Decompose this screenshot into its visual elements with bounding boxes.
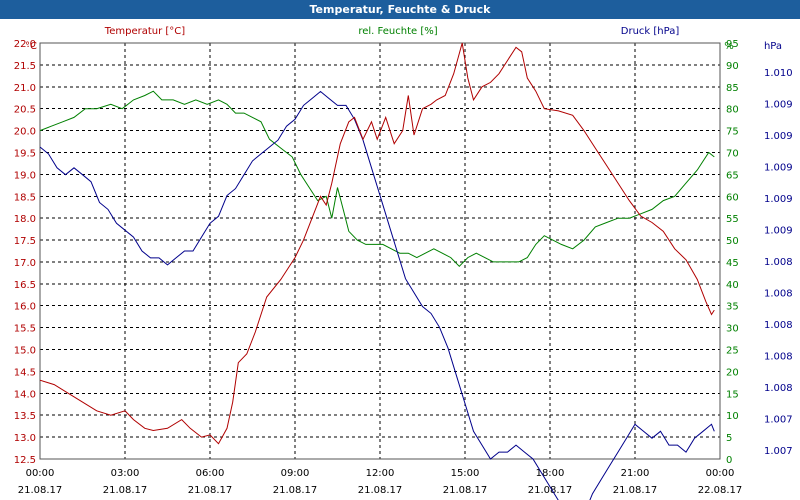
temperature-axis-unit: °C xyxy=(25,41,37,52)
pressure-tick-label: 1.007 xyxy=(764,446,793,457)
temperature-tick-label: 13.5 xyxy=(14,411,36,422)
temperature-tick-label: 20.5 xyxy=(14,105,36,116)
pressure-axis-ticks: 1.007 1.007 1.008 1.008 1.008 1.008 1.008 1.009… xyxy=(764,68,793,457)
date-tick-label: 21.08.17 xyxy=(103,485,148,496)
date-tick-label: 21.08.17 xyxy=(443,485,488,496)
humidity-axis-unit: % xyxy=(724,41,734,52)
temperature-tick-label: 13.0 xyxy=(14,433,36,444)
pressure-axis-unit: hPa xyxy=(764,41,782,52)
time-tick-label: 03:00 xyxy=(111,468,140,479)
humidity-series-label: rel. Feuchte [%] xyxy=(358,26,437,37)
humidity-tick-label: 70 xyxy=(726,148,739,159)
date-tick-label: 21.08.17 xyxy=(188,485,233,496)
humidity-tick-label: 80 xyxy=(726,105,739,116)
humidity-axis-ticks: 0 5 10 15 20 25 30 35 40 45 50 55 60 65 70 75 80 85 90 95 xyxy=(726,39,739,466)
pressure-tick-label: 1.009 xyxy=(764,131,793,142)
temperature-line xyxy=(39,42,715,445)
time-tick-label: 06:00 xyxy=(196,468,225,479)
pressure-tick-label: 1.008 xyxy=(764,320,793,331)
humidity-tick-label: 40 xyxy=(726,280,739,291)
humidity-tick-label: 20 xyxy=(726,367,739,378)
plot-border xyxy=(39,42,721,460)
chart-plot: Temperatur [°C] rel. Feuchte [%] Druck [… xyxy=(14,26,793,500)
temperature-tick-label: 14.0 xyxy=(14,389,36,400)
pressure-series-label: Druck [hPa] xyxy=(621,26,680,37)
humidity-tick-label: 0 xyxy=(726,455,732,466)
pressure-tick-label: 1.010 xyxy=(764,68,793,79)
humidity-tick-label: 85 xyxy=(726,83,739,94)
time-tick-label: 15:00 xyxy=(451,468,480,479)
time-tick-label: 00:00 xyxy=(26,468,55,479)
humidity-tick-label: 60 xyxy=(726,192,739,203)
pressure-tick-label: 1.008 xyxy=(764,383,793,394)
humidity-tick-label: 25 xyxy=(726,346,739,357)
time-tick-label: 12:00 xyxy=(366,468,395,479)
date-tick-label: 21.08.17 xyxy=(273,485,318,496)
humidity-tick-label: 45 xyxy=(726,258,739,269)
pressure-tick-label: 1.009 xyxy=(764,194,793,205)
temperature-tick-label: 14.5 xyxy=(14,367,36,378)
time-axis-ticks: 00:00 21.08.17 03:00 21.08.17 06:00 21.08.17 0… xyxy=(18,468,743,496)
temperature-tick-label: 18.5 xyxy=(14,192,36,203)
humidity-tick-label: 65 xyxy=(726,170,739,181)
date-tick-label: 22.08.17 xyxy=(698,485,743,496)
humidity-tick-label: 5 xyxy=(726,433,732,444)
temperature-tick-label: 12.5 xyxy=(14,455,36,466)
temperature-tick-label: 15.0 xyxy=(14,346,36,357)
temperature-tick-label: 16.5 xyxy=(14,280,36,291)
date-tick-label: 21.08.17 xyxy=(613,485,658,496)
temperature-tick-label: 18.0 xyxy=(14,214,36,225)
humidity-tick-label: 75 xyxy=(726,127,739,138)
humidity-tick-label: 90 xyxy=(726,61,739,72)
pressure-line xyxy=(39,90,715,500)
time-tick-label: 18:00 xyxy=(536,468,565,479)
humidity-tick-label: 10 xyxy=(726,411,739,422)
temperature-tick-label: 17.0 xyxy=(14,258,36,269)
humidity-tick-label: 55 xyxy=(726,214,739,225)
date-tick-label: 21.08.17 xyxy=(528,485,573,496)
temperature-axis-ticks: 12.5 13.0 13.5 14.0 14.5 15.0 15.5 16.0 16.5 17.0… xyxy=(14,39,36,466)
grid-lines xyxy=(39,42,721,460)
plot-frame xyxy=(39,42,721,460)
pressure-tick-label: 1.008 xyxy=(764,289,793,300)
chart-title-bar: Temperatur, Feuchte & Druck xyxy=(0,0,800,19)
time-tick-label: 00:00 xyxy=(706,468,735,479)
temperature-series-label: Temperatur [°C] xyxy=(104,26,185,37)
date-tick-label: 21.08.17 xyxy=(358,485,403,496)
temperature-tick-label: 21.5 xyxy=(14,61,36,72)
humidity-tick-label: 35 xyxy=(726,302,739,313)
temperature-tick-label: 21.0 xyxy=(14,83,36,94)
time-tick-label: 09:00 xyxy=(281,468,310,479)
humidity-tick-label: 30 xyxy=(726,324,739,335)
pressure-tick-label: 1.008 xyxy=(764,352,793,363)
pressure-tick-label: 1.009 xyxy=(764,163,793,174)
pressure-tick-label: 1.009 xyxy=(764,100,793,111)
pressure-tick-label: 1.009 xyxy=(764,226,793,237)
time-tick-label: 21:00 xyxy=(621,468,650,479)
temperature-tick-label: 19.0 xyxy=(14,170,36,181)
humidity-tick-label: 15 xyxy=(726,389,739,400)
temperature-tick-label: 22.0 xyxy=(14,39,36,50)
temperature-tick-label: 20.0 xyxy=(14,127,36,138)
humidity-line xyxy=(39,90,715,268)
date-tick-label: 21.08.17 xyxy=(18,485,63,496)
pressure-tick-label: 1.007 xyxy=(764,415,793,426)
humidity-tick-label: 50 xyxy=(726,236,739,247)
temperature-tick-label: 15.5 xyxy=(14,324,36,335)
humidity-tick-label: 95 xyxy=(726,39,739,50)
pressure-tick-label: 1.008 xyxy=(764,257,793,268)
temperature-tick-label: 19.5 xyxy=(14,148,36,159)
temperature-tick-label: 17.5 xyxy=(14,236,36,247)
temperature-tick-label: 16.0 xyxy=(14,302,36,313)
